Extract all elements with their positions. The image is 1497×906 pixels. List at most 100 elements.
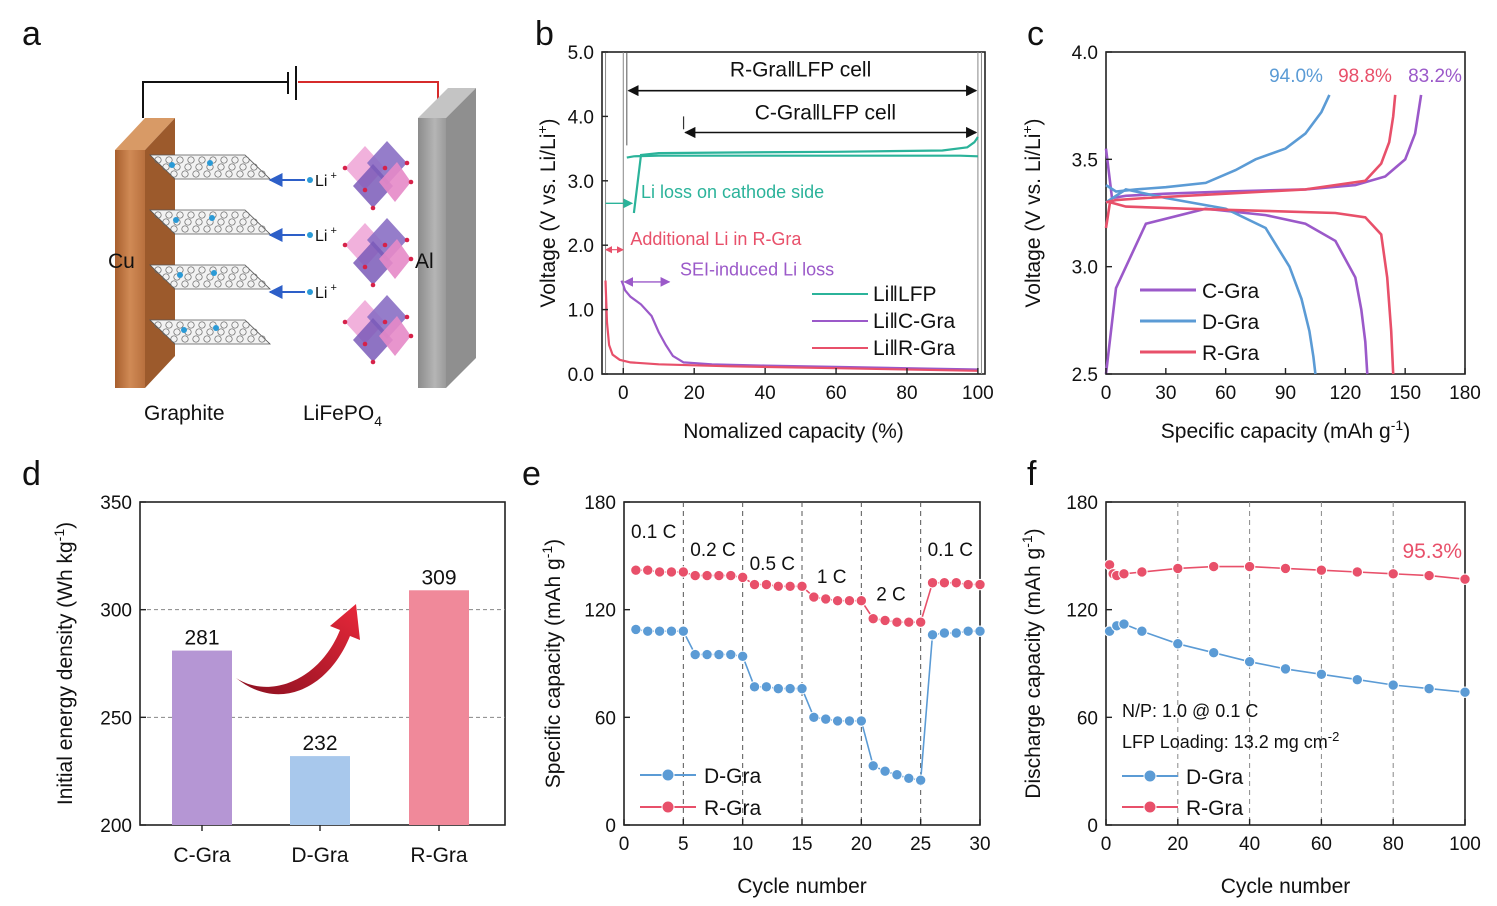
- cu-label: Cu: [108, 250, 135, 273]
- series-r-gra-point: [974, 578, 986, 591]
- y-tick-label: 4.0: [1072, 43, 1098, 64]
- graphite-hex: [242, 321, 250, 329]
- x-tick-label: 40: [1239, 834, 1260, 855]
- x-tick-label: 80: [1383, 834, 1404, 855]
- series-line-3: [620, 280, 978, 371]
- graphite-hex: [184, 218, 192, 226]
- graphite-hex: [203, 335, 211, 343]
- x-tick-label: 20: [1167, 834, 1188, 855]
- graphite-hex: [228, 328, 236, 336]
- li-ion-label: Li +: [315, 282, 337, 302]
- series-line-2: [1104, 207, 1369, 375]
- efficiency-label: 83.2%: [1408, 66, 1462, 87]
- series-d-gra-point: [938, 627, 951, 639]
- series-r-gra-point: [938, 577, 951, 589]
- legend-marker: [1143, 769, 1157, 783]
- series-r-gra-point: [725, 569, 737, 582]
- x-axis-label: Nomalized capacity (%): [683, 420, 904, 443]
- lfp-octahedron: [353, 241, 393, 285]
- oxygen-atom: [342, 165, 348, 171]
- graphite-hex: [250, 273, 258, 281]
- li-dot: [307, 232, 313, 238]
- graphite-hex: [220, 321, 228, 329]
- series-r-gra-point: [677, 566, 690, 578]
- series-d-gra-point: [772, 682, 784, 695]
- series-r-gra-point: [1208, 560, 1220, 573]
- x-tick-label: 180: [1449, 383, 1481, 404]
- y-tick-label: 2.5: [1072, 365, 1098, 386]
- legend-label: R-Gra: [1202, 342, 1259, 365]
- graphite-hex: [176, 156, 184, 164]
- improvement-arrow-icon: [236, 604, 360, 695]
- panel-a-schematic: Cu Al Li + Li + Li + Graphite LiFePO4: [108, 66, 476, 429]
- al-electrode-top: [418, 88, 476, 118]
- graphite-hex: [225, 225, 233, 233]
- series-d-gra-point: [677, 625, 690, 637]
- li-dot: [173, 217, 179, 223]
- series-d-gra-point: [1351, 673, 1364, 686]
- series-d-gra-point: [808, 711, 820, 724]
- y-tick-label: 250: [100, 708, 132, 729]
- series-d-gra-point: [903, 772, 915, 785]
- graphite-hex: [217, 163, 225, 171]
- loading-label: LFP Loading: 13.2 mg cm-2: [1122, 729, 1339, 752]
- series-r-gra-point: [867, 612, 879, 625]
- y-tick-label: 0: [1087, 816, 1098, 837]
- graphite-hex: [217, 273, 225, 281]
- y-tick-label: 350: [100, 493, 132, 514]
- series-r-gra-point: [784, 580, 796, 593]
- x-tick-label: 10: [732, 834, 753, 855]
- li-dot: [207, 160, 213, 166]
- graphite-hex: [154, 321, 162, 329]
- graphite-hex: [236, 280, 244, 288]
- series-line-1: [632, 136, 979, 214]
- x-tick-label: 30: [1155, 383, 1176, 404]
- graphite-hex: [203, 280, 211, 288]
- series-d-gra-point: [831, 715, 844, 727]
- series-r-gra-point: [748, 578, 761, 591]
- series-r-gra-point: [1118, 568, 1130, 580]
- graphite-hex: [198, 156, 206, 164]
- series-r-gra-point: [796, 580, 808, 593]
- rate-label: 0.1 C: [631, 522, 676, 543]
- series-line-4: [604, 280, 978, 372]
- graphite-hex: [258, 335, 266, 343]
- y-tick-label: 5.0: [568, 43, 594, 64]
- series-d-gra-point: [784, 682, 796, 695]
- series-d-gra-point: [974, 625, 986, 637]
- series-r-gra-point: [843, 594, 856, 607]
- chart-c: 2.5 3.0 3.5 4.0 0 30 60 90 120 150 180 Specific cap…: [1019, 43, 1481, 443]
- series-d-gra-point: [962, 625, 974, 637]
- plot-frame: [601, 51, 986, 375]
- graphite-hex: [176, 321, 184, 329]
- rate-label: 2 C: [876, 585, 906, 606]
- graphite-hex: [195, 328, 203, 336]
- lfp-crystal-2: [342, 218, 414, 288]
- graphite-hex: [187, 321, 195, 329]
- li-ion-label: Li +: [315, 225, 337, 245]
- series-r-gra-point: [808, 591, 820, 603]
- graphite-hex: [231, 211, 239, 219]
- series-d-gra-point: [914, 774, 927, 786]
- series-d-gra-point: [748, 681, 761, 693]
- oxygen-atom: [362, 264, 368, 270]
- graphite-hex: [176, 211, 184, 219]
- series-d-gra-point: [1172, 638, 1184, 650]
- graphite-hex: [187, 266, 195, 274]
- series-d-gra-point: [950, 627, 962, 639]
- graphite-hex: [198, 266, 206, 274]
- series-r-gra-point: [713, 569, 725, 582]
- panel-label-e: e: [522, 455, 541, 493]
- oxygen-atom: [404, 160, 410, 166]
- series-r-gra-point: [1423, 569, 1435, 582]
- bar-value-label: 309: [421, 566, 456, 589]
- oxygen-atom: [382, 319, 388, 325]
- graphite-hex: [192, 170, 200, 178]
- x-tick-label: 150: [1389, 383, 1421, 404]
- x-tick-label: 80: [896, 383, 917, 404]
- graphite-hex: [209, 321, 217, 329]
- graphite-hex: [173, 328, 181, 336]
- x-tick-label: 40: [755, 383, 776, 404]
- li-ion-label: Li +: [315, 170, 337, 190]
- oxygen-atom: [408, 333, 414, 339]
